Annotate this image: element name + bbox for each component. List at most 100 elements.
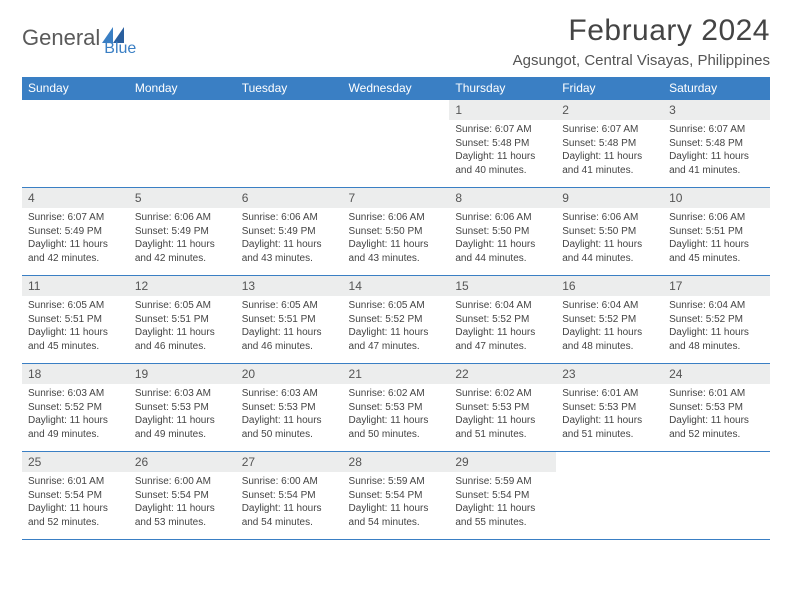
daylight-text: Daylight: 11 hours and 51 minutes. bbox=[455, 414, 550, 441]
day-details: Sunrise: 6:03 AMSunset: 5:52 PMDaylight:… bbox=[22, 384, 129, 445]
calendar-day-cell bbox=[663, 452, 770, 540]
day-header: Thursday bbox=[449, 77, 556, 100]
day-number: 5 bbox=[129, 188, 236, 208]
calendar-day-cell: 4Sunrise: 6:07 AMSunset: 5:49 PMDaylight… bbox=[22, 188, 129, 276]
sunrise-text: Sunrise: 6:05 AM bbox=[349, 299, 444, 313]
calendar-day-cell: 13Sunrise: 6:05 AMSunset: 5:51 PMDayligh… bbox=[236, 276, 343, 364]
day-number: 29 bbox=[449, 452, 556, 472]
calendar-week-row: 4 Sunrise: 6:07 AMSunset: 5:49 PM Daylight… bbox=[22, 188, 770, 276]
sunrise-text: Sunrise: 6:05 AM bbox=[135, 299, 230, 313]
day-header: Wednesday bbox=[343, 77, 450, 100]
day-details: Sunrise: 6:07 AMSunset: 5:48 PMDaylight:… bbox=[556, 120, 663, 181]
sunrise-text: Sunrise: 5:59 AM bbox=[455, 475, 550, 489]
sunset-text: Sunset: 5:54 PM bbox=[135, 489, 230, 503]
daylight-text: Daylight: 11 hours and 47 minutes. bbox=[455, 326, 550, 353]
day-number: 18 bbox=[22, 364, 129, 384]
daylight-text: Daylight: 11 hours and 48 minutes. bbox=[562, 326, 657, 353]
day-header-row: Sunday Monday Tuesday Wednesday Thursday… bbox=[22, 77, 770, 100]
month-title: February 2024 bbox=[513, 14, 770, 48]
calendar-day-cell bbox=[556, 452, 663, 540]
calendar-day-cell: 25Sunrise: 6:01 AMSunset: 5:54 PMDayligh… bbox=[22, 452, 129, 540]
day-header: Sunday bbox=[22, 77, 129, 100]
sunrise-text: Sunrise: 6:06 AM bbox=[135, 211, 230, 225]
day-details: Sunrise: 6:05 AMSunset: 5:52 PMDaylight:… bbox=[343, 296, 450, 357]
day-number: 10 bbox=[663, 188, 770, 208]
day-number: 3 bbox=[663, 100, 770, 120]
day-header: Monday bbox=[129, 77, 236, 100]
sunset-text: Sunset: 5:54 PM bbox=[242, 489, 337, 503]
sunrise-text: Sunrise: 6:07 AM bbox=[562, 123, 657, 137]
day-number: 25 bbox=[22, 452, 129, 472]
sunset-text: Sunset: 5:48 PM bbox=[669, 137, 764, 151]
calendar-week-row: 25Sunrise: 6:01 AMSunset: 5:54 PMDayligh… bbox=[22, 452, 770, 540]
day-details: Sunrise: 6:05 AMSunset: 5:51 PMDaylight:… bbox=[22, 296, 129, 357]
day-details: Sunrise: 6:00 AMSunset: 5:54 PMDaylight:… bbox=[129, 472, 236, 533]
daylight-text: Daylight: 11 hours and 42 minutes. bbox=[135, 238, 230, 265]
sunset-text: Sunset: 5:50 PM bbox=[349, 225, 444, 239]
day-details: Sunrise: 6:05 AMSunset: 5:51 PMDaylight:… bbox=[236, 296, 343, 357]
sunrise-text: Sunrise: 6:03 AM bbox=[28, 387, 123, 401]
sunset-text: Sunset: 5:50 PM bbox=[455, 225, 550, 239]
sunrise-text: Sunrise: 6:00 AM bbox=[242, 475, 337, 489]
logo-text-blue: Blue bbox=[104, 40, 136, 58]
sunset-text: Sunset: 5:54 PM bbox=[455, 489, 550, 503]
calendar-day-cell bbox=[22, 100, 129, 188]
day-details: Sunrise: 6:06 AMSunset: 5:51 PMDaylight:… bbox=[663, 208, 770, 269]
day-number: 22 bbox=[449, 364, 556, 384]
sunrise-text: Sunrise: 6:04 AM bbox=[562, 299, 657, 313]
daylight-text: Daylight: 11 hours and 44 minutes. bbox=[455, 238, 550, 265]
daylight-text: Daylight: 11 hours and 54 minutes. bbox=[242, 502, 337, 529]
calendar-day-cell: 6Sunrise: 6:06 AMSunset: 5:49 PMDaylight… bbox=[236, 188, 343, 276]
calendar-body: 1Sunrise: 6:07 AMSunset: 5:48 PMDaylight… bbox=[22, 100, 770, 540]
day-number: 26 bbox=[129, 452, 236, 472]
sunset-text: Sunset: 5:53 PM bbox=[669, 401, 764, 415]
day-number: 28 bbox=[343, 452, 450, 472]
day-details: Sunrise: 6:06 AMSunset: 5:49 PMDaylight:… bbox=[129, 208, 236, 269]
sunrise-text: Sunrise: 6:00 AM bbox=[135, 475, 230, 489]
sunrise-text: Sunrise: 6:07 AM bbox=[28, 211, 123, 225]
calendar-day-cell: 24Sunrise: 6:01 AMSunset: 5:53 PMDayligh… bbox=[663, 364, 770, 452]
calendar-day-cell: 10Sunrise: 6:06 AMSunset: 5:51 PMDayligh… bbox=[663, 188, 770, 276]
calendar-day-cell: 3Sunrise: 6:07 AMSunset: 5:48 PMDaylight… bbox=[663, 100, 770, 188]
day-details: Sunrise: 6:02 AMSunset: 5:53 PMDaylight:… bbox=[343, 384, 450, 445]
sunrise-text: Sunrise: 6:07 AM bbox=[455, 123, 550, 137]
daylight-text: Daylight: 11 hours and 47 minutes. bbox=[349, 326, 444, 353]
sunrise-text: Sunrise: 6:01 AM bbox=[562, 387, 657, 401]
sunset-text: Sunset: 5:53 PM bbox=[349, 401, 444, 415]
day-header: Saturday bbox=[663, 77, 770, 100]
sunset-text: Sunset: 5:49 PM bbox=[28, 225, 123, 239]
sunset-text: Sunset: 5:50 PM bbox=[562, 225, 657, 239]
calendar-week-row: 1Sunrise: 6:07 AMSunset: 5:48 PMDaylight… bbox=[22, 100, 770, 188]
sunrise-text: Sunrise: 6:05 AM bbox=[242, 299, 337, 313]
sunrise-text: Sunrise: 6:01 AM bbox=[28, 475, 123, 489]
day-details: Sunrise: 6:03 AMSunset: 5:53 PMDaylight:… bbox=[236, 384, 343, 445]
day-number: 7 bbox=[343, 188, 450, 208]
day-number: 2 bbox=[556, 100, 663, 120]
calendar-week-row: 18Sunrise: 6:03 AMSunset: 5:52 PMDayligh… bbox=[22, 364, 770, 452]
day-number: 1 bbox=[449, 100, 556, 120]
day-number: 20 bbox=[236, 364, 343, 384]
sunrise-text: Sunrise: 6:04 AM bbox=[455, 299, 550, 313]
day-number: 12 bbox=[129, 276, 236, 296]
sunset-text: Sunset: 5:51 PM bbox=[135, 313, 230, 327]
daylight-text: Daylight: 11 hours and 51 minutes. bbox=[562, 414, 657, 441]
calendar-day-cell: 11Sunrise: 6:05 AMSunset: 5:51 PMDayligh… bbox=[22, 276, 129, 364]
daylight-text: Daylight: 11 hours and 43 minutes. bbox=[242, 238, 337, 265]
calendar-day-cell: 20Sunrise: 6:03 AMSunset: 5:53 PMDayligh… bbox=[236, 364, 343, 452]
daylight-text: Daylight: 11 hours and 53 minutes. bbox=[135, 502, 230, 529]
sunrise-text: Sunrise: 6:06 AM bbox=[455, 211, 550, 225]
day-details: Sunrise: 6:04 AMSunset: 5:52 PMDaylight:… bbox=[556, 296, 663, 357]
sunrise-text: Sunrise: 5:59 AM bbox=[349, 475, 444, 489]
logo-text-general: General bbox=[22, 25, 100, 51]
daylight-text: Daylight: 11 hours and 48 minutes. bbox=[669, 326, 764, 353]
daylight-text: Daylight: 11 hours and 49 minutes. bbox=[28, 414, 123, 441]
calendar-day-cell: 5Sunrise: 6:06 AMSunset: 5:49 PMDaylight… bbox=[129, 188, 236, 276]
daylight-text: Daylight: 11 hours and 43 minutes. bbox=[349, 238, 444, 265]
day-details: Sunrise: 6:07 AMSunset: 5:48 PMDaylight:… bbox=[663, 120, 770, 181]
location-text: Agsungot, Central Visayas, Philippines bbox=[513, 52, 770, 69]
daylight-text: Daylight: 11 hours and 40 minutes. bbox=[455, 150, 550, 177]
daylight-text: Daylight: 11 hours and 52 minutes. bbox=[669, 414, 764, 441]
day-number: 15 bbox=[449, 276, 556, 296]
daylight-text: Daylight: 11 hours and 41 minutes. bbox=[669, 150, 764, 177]
day-number: 4 bbox=[22, 188, 129, 208]
